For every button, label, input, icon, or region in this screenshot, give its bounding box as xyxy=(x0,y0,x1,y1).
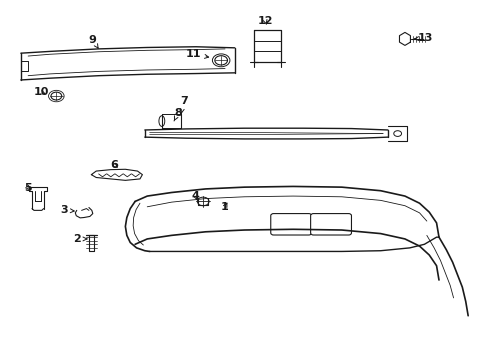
Text: 11: 11 xyxy=(185,49,208,59)
Text: 12: 12 xyxy=(257,16,273,26)
Text: 1: 1 xyxy=(221,202,228,212)
FancyBboxPatch shape xyxy=(270,213,311,235)
Text: 4: 4 xyxy=(192,191,200,201)
Text: 2: 2 xyxy=(73,234,87,244)
FancyBboxPatch shape xyxy=(310,213,351,235)
Text: 13: 13 xyxy=(414,33,432,43)
Circle shape xyxy=(393,131,401,136)
Text: 5: 5 xyxy=(24,183,32,193)
Text: 6: 6 xyxy=(110,160,118,170)
Ellipse shape xyxy=(159,116,164,126)
Circle shape xyxy=(51,92,61,100)
Text: 3: 3 xyxy=(60,205,74,215)
Text: 10: 10 xyxy=(34,87,49,98)
Text: 9: 9 xyxy=(89,35,98,48)
Text: 8: 8 xyxy=(174,108,182,121)
Text: 7: 7 xyxy=(180,96,187,113)
Circle shape xyxy=(214,56,227,65)
